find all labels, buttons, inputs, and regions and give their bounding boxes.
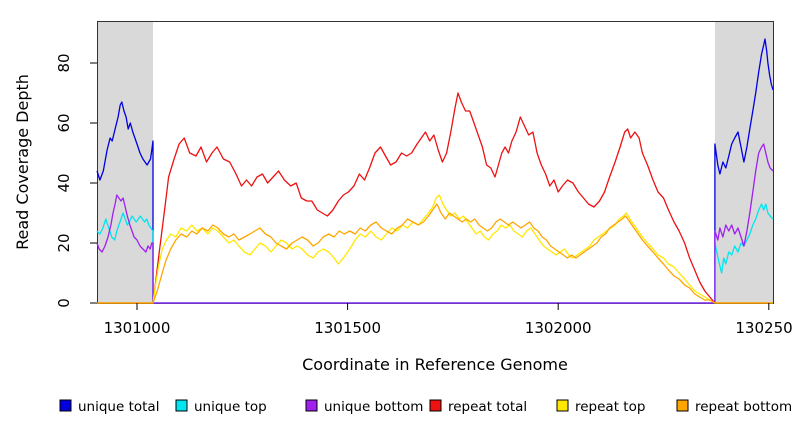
legend-swatch-repeat-top xyxy=(556,399,569,412)
legend-label-repeat-total: repeat total xyxy=(448,399,527,415)
legend-swatch-repeat-total xyxy=(429,399,442,412)
series-line-repeat-bottom xyxy=(97,203,773,304)
legend: unique total unique top unique bottom repea… xyxy=(59,399,792,415)
y-tick-label: 60 xyxy=(55,113,73,132)
series-line-repeat-total xyxy=(97,92,773,304)
series-lines xyxy=(96,38,774,304)
series-line-unique-bottom xyxy=(96,143,774,304)
series-line-unique-top xyxy=(96,203,774,304)
legend-label-repeat-bottom: repeat bottom xyxy=(695,399,792,415)
legend-swatch-repeat-bottom xyxy=(676,399,689,412)
legend-label-unique-total: unique total xyxy=(78,399,159,415)
y-tick-label: 20 xyxy=(55,233,73,252)
x-tick-label: 1302000 xyxy=(525,319,592,337)
legend-swatch-unique-bottom xyxy=(305,399,318,412)
legend-swatch-unique-total xyxy=(59,399,72,412)
y-axis-title: Read Coverage Depth xyxy=(13,74,32,250)
series-line-unique-total xyxy=(96,38,774,304)
legend-label-repeat-top: repeat top xyxy=(575,399,645,415)
y-tick-label: 40 xyxy=(55,173,73,192)
y-tick-label: 0 xyxy=(55,298,73,308)
legend-swatch-unique-top xyxy=(175,399,188,412)
shaded-regions xyxy=(97,22,773,303)
x-axis-title: Coordinate in Reference Genome xyxy=(302,355,568,374)
series-line-repeat-top xyxy=(97,194,773,304)
y-tick-label: 80 xyxy=(55,53,73,72)
x-tick-label: 1301000 xyxy=(104,319,171,337)
plot-box xyxy=(97,21,774,304)
legend-label-unique-top: unique top xyxy=(194,399,267,415)
shaded-region xyxy=(97,22,153,303)
x-tick-label: 1301500 xyxy=(314,319,381,337)
plot-border xyxy=(97,21,774,304)
y-axis: 0 20 40 60 80 xyxy=(55,53,97,308)
legend-label-unique-bottom: unique bottom xyxy=(324,399,423,415)
